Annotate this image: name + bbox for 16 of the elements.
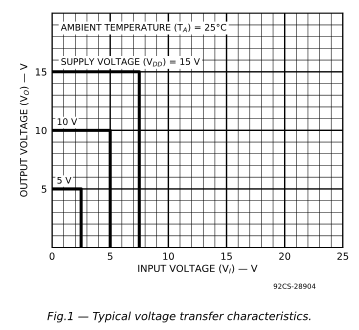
y-tick-label: 15 xyxy=(36,68,46,76)
x-tick-label: 15 xyxy=(221,252,232,260)
y-axis-title: OUTPUT VOLTAGE (V$_{O}$) — V xyxy=(20,63,29,197)
annotation: AMBIENT TEMPERATURE (T$_{A}$) = 25°C xyxy=(60,24,226,32)
y-tick-label: 5 xyxy=(42,186,46,193)
x-tick-label: 10 xyxy=(163,252,174,260)
x-tick-label: 0 xyxy=(50,252,54,260)
x-axis-title: INPUT VOLTAGE (V$_{I}$) — V xyxy=(138,264,258,274)
text: Fig.1 — Typical voltage transfer characteristics. xyxy=(47,312,310,322)
y-tick-label: 10 xyxy=(36,126,47,134)
annotation: SUPPLY VOLTAGE (V$_{DD}$) = 15 V xyxy=(61,58,200,66)
x-tick-label: 20 xyxy=(279,252,290,260)
x-tick-label: 5 xyxy=(108,252,112,260)
series-label: 5 V xyxy=(57,176,72,184)
series-label: 10 V xyxy=(58,118,78,126)
x-tick-label: 25 xyxy=(337,252,348,260)
